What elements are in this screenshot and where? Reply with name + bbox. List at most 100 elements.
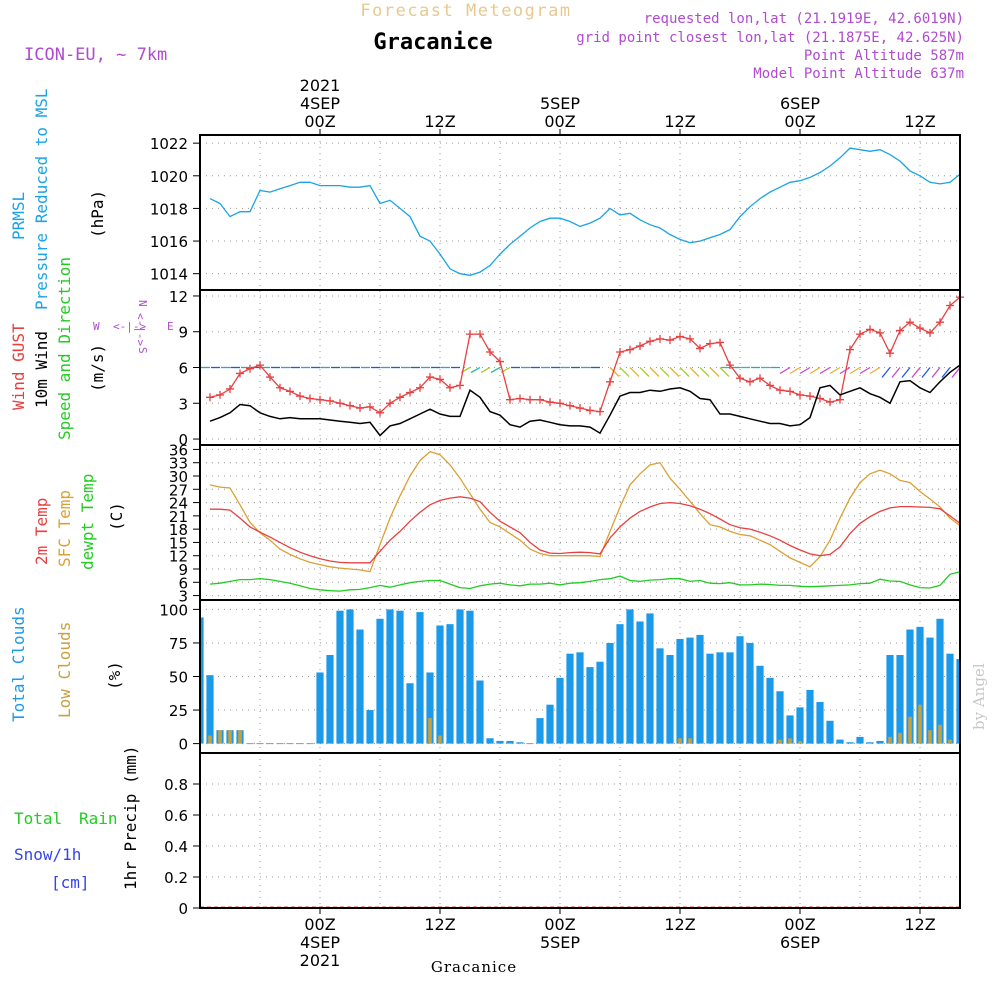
total-clouds-bar bbox=[746, 642, 754, 744]
wind-direction-arrow bbox=[849, 366, 861, 375]
time-label: 12Z bbox=[904, 112, 935, 131]
temp-ytick-label: 3 bbox=[178, 588, 188, 606]
precip-panel-frame bbox=[199, 752, 961, 909]
wind-direction-arrow bbox=[789, 366, 801, 375]
wind-gust-marker bbox=[396, 393, 404, 402]
wind-direction-arrow bbox=[819, 366, 831, 375]
total-clouds-bar bbox=[586, 667, 594, 744]
wind-gust-marker bbox=[496, 357, 504, 366]
low-clouds-bar bbox=[798, 740, 802, 744]
total-clouds-bar bbox=[876, 740, 884, 744]
wind-gust-marker bbox=[376, 408, 384, 417]
wind-gust-marker bbox=[716, 338, 724, 347]
low-clouds-bar bbox=[888, 736, 892, 744]
total-clouds-bar bbox=[516, 742, 524, 744]
temp-ytick-label: 9 bbox=[178, 561, 188, 579]
precip-ylabel: 1hr Precip (mm) bbox=[121, 746, 140, 891]
wind-direction-arrow bbox=[719, 367, 730, 377]
low-clouds-bar bbox=[218, 730, 222, 744]
time-label: 12Z bbox=[424, 915, 455, 934]
total-clouds-bar bbox=[356, 629, 364, 744]
total-clouds-bar bbox=[866, 742, 874, 744]
wind-gust-marker bbox=[246, 364, 254, 373]
total-clouds-bar bbox=[676, 638, 684, 744]
wind-gust-marker bbox=[626, 345, 634, 354]
date-label: 6SEP bbox=[780, 94, 820, 113]
wind-gust-marker bbox=[466, 330, 474, 339]
wind-gust-marker bbox=[476, 330, 484, 339]
wind-direction-arrow bbox=[901, 367, 911, 378]
wind-gust-marker bbox=[546, 398, 554, 407]
wind-gust-marker bbox=[506, 395, 514, 404]
low-clouds-bar bbox=[438, 735, 442, 744]
wind-direction-arrow bbox=[931, 367, 941, 378]
wind-gust-marker bbox=[426, 373, 434, 382]
ms-unit: (m/s) bbox=[88, 344, 107, 392]
date-label: 4SEP bbox=[300, 933, 340, 952]
percent-unit: (%) bbox=[105, 661, 124, 690]
wind-gust-marker bbox=[536, 395, 544, 404]
wind-direction-arrow bbox=[921, 367, 931, 378]
total-clouds-bar bbox=[916, 626, 924, 744]
pressure-ytick-label: 1018 bbox=[150, 200, 188, 218]
low-clouds-bar bbox=[898, 732, 902, 744]
wind-direction-arrow bbox=[689, 367, 700, 377]
total-clouds-bar bbox=[376, 618, 384, 744]
total-clouds-bar bbox=[346, 609, 354, 744]
wind-10m-line bbox=[209, 364, 961, 437]
wind-gust-marker bbox=[486, 348, 494, 356]
total-clouds-bar bbox=[496, 740, 504, 744]
time-label: 00Z bbox=[544, 915, 575, 934]
total-clouds-bar bbox=[686, 637, 694, 744]
wind-gust-marker bbox=[756, 374, 764, 383]
low-clouds-bar bbox=[238, 730, 242, 744]
total-clouds-bar bbox=[546, 704, 554, 744]
wind-gust-marker bbox=[896, 326, 904, 335]
temp-dew-label: dewpt Temp bbox=[78, 474, 97, 570]
wind-gust-marker bbox=[666, 336, 674, 345]
wind-gust-marker bbox=[846, 345, 854, 354]
point-altitude: Point Altitude 587m bbox=[804, 48, 964, 64]
snow-unit: [cm] bbox=[51, 873, 90, 892]
wind-gust-marker bbox=[406, 388, 414, 397]
wind-gust-marker bbox=[386, 399, 394, 408]
total-clouds-bar bbox=[896, 655, 904, 744]
wind-direction-arrow bbox=[619, 367, 630, 377]
low-clouds-bar bbox=[938, 724, 942, 744]
wind-gust-marker bbox=[856, 330, 864, 339]
wind-gust-marker bbox=[686, 334, 694, 343]
temp-ytick-label: 30 bbox=[169, 468, 188, 486]
total-clouds-bar bbox=[446, 624, 454, 744]
wind-direction-arrow bbox=[679, 367, 690, 377]
temp-sfc-label: SFC Temp bbox=[55, 490, 74, 567]
temp-ytick-label: 15 bbox=[169, 534, 188, 552]
wind-gust-marker bbox=[436, 375, 444, 384]
total-clouds-bar bbox=[486, 738, 494, 744]
snow-label: Snow/1h bbox=[14, 845, 81, 864]
low-clouds-bar bbox=[778, 739, 782, 744]
y-tick-labels: 1014101610181020102203691236912151821242… bbox=[150, 135, 188, 918]
time-label: 12Z bbox=[664, 915, 695, 934]
wind-direction-arrow bbox=[859, 366, 871, 375]
wind-gust-marker bbox=[646, 337, 654, 346]
low-clouds-bar bbox=[678, 738, 682, 744]
wind-gust-marker bbox=[266, 373, 274, 382]
clouds-ytick-label: 100 bbox=[159, 601, 188, 619]
year-label: 2021 bbox=[300, 951, 341, 970]
wind-gust-marker bbox=[776, 386, 784, 395]
total-clouds-bar bbox=[336, 610, 344, 744]
low-clouds-bar bbox=[918, 704, 922, 744]
total-clouds-bar bbox=[316, 672, 324, 744]
wind-gust-marker bbox=[906, 318, 914, 327]
total-clouds-bar bbox=[886, 655, 894, 744]
total-clouds-bar bbox=[786, 715, 794, 744]
wind-gust-marker bbox=[366, 402, 374, 411]
total-clouds-bar bbox=[456, 609, 464, 744]
date-label: 5SEP bbox=[540, 933, 580, 952]
wind-gust-marker bbox=[736, 374, 744, 383]
pressure-ytick-label: 1016 bbox=[150, 233, 188, 251]
wind-gust-marker bbox=[836, 395, 844, 404]
wind-gust-marker bbox=[566, 401, 574, 410]
total-clouds-bar bbox=[736, 636, 744, 744]
